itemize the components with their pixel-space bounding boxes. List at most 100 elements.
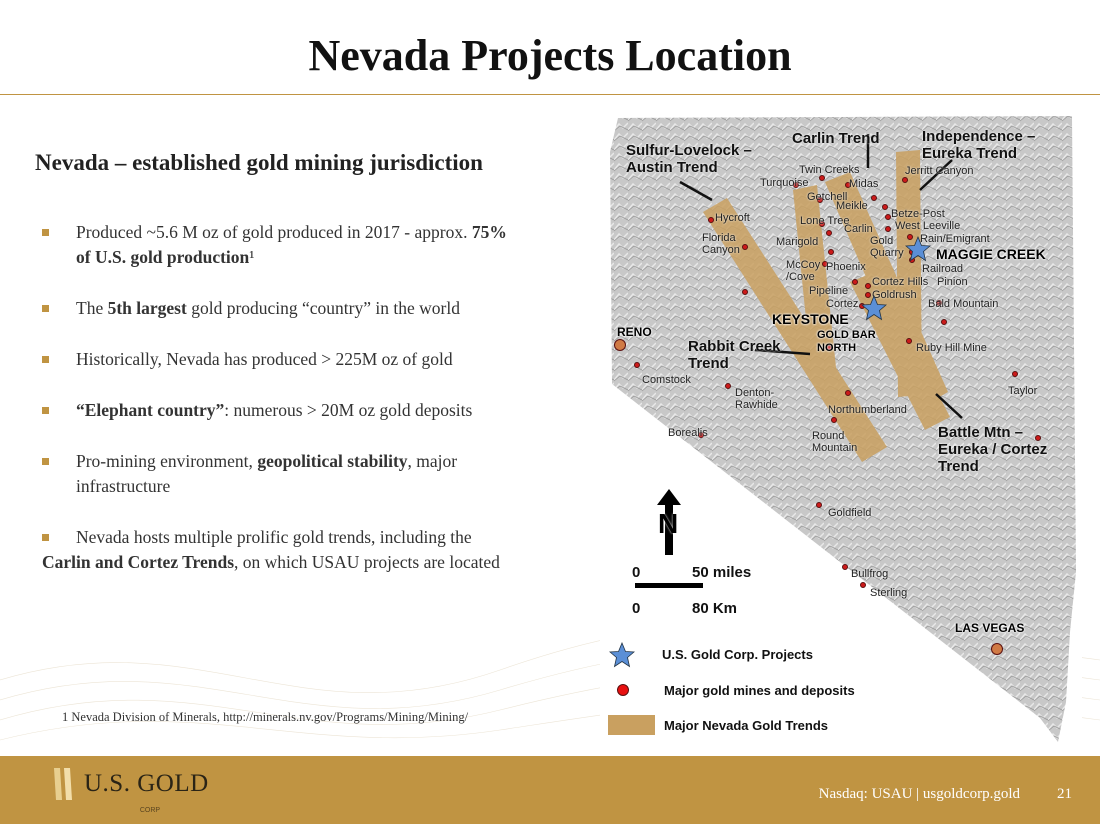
mine-label: Ruby Hill Mine [916, 342, 987, 354]
mine-marker [1035, 435, 1041, 441]
city-marker [614, 339, 626, 351]
mine-marker [826, 230, 832, 236]
mine-label: Bullfrog [851, 568, 889, 580]
mine-marker [828, 249, 834, 255]
mine-marker [742, 289, 748, 295]
mine-marker [865, 292, 871, 298]
title-divider [0, 94, 1100, 95]
bullet-marker [42, 407, 49, 414]
logo-subtext: CORP [139, 807, 161, 814]
mine-label: GOLD BAR NORTH [817, 329, 876, 354]
leader-line [935, 393, 963, 419]
mine-marker [865, 283, 871, 289]
logo-bars-icon [54, 768, 72, 800]
mine-label: Getchell [807, 191, 848, 203]
mine-label: Denton-Rawhide [735, 387, 778, 411]
bullet-text-end: ¹ [249, 247, 255, 267]
bullet-item: Produced ~5.6 M oz of gold produced in 2… [42, 220, 522, 270]
bullet-emphasis: 75% of U.S. gold production [76, 222, 507, 267]
legend-label: Major Nevada Gold Trends [664, 718, 828, 733]
project-label-keystone: KEYSTONE [772, 311, 849, 327]
bullet-emphasis: geopolitical stability [257, 451, 408, 471]
legend-trend-swatch [608, 715, 655, 735]
city-label-reno: RENO [617, 325, 652, 339]
bullet-item: Pro-mining environment, geopolitical sta… [42, 449, 522, 499]
mine-label: Hycroft [715, 212, 750, 224]
bullet-text: The [76, 298, 108, 318]
footer-bar: U.S. GOLD CORP Nasdaq: USAU | usgoldcorp… [0, 756, 1100, 824]
mine-label: Lone Tree [800, 215, 850, 227]
map-graphic [610, 116, 1076, 742]
mine-marker [902, 177, 908, 183]
mine-label: Betze-Post [891, 208, 945, 220]
trend-label: Carlin Trend [792, 130, 880, 147]
bullet-text: Pro-mining environment, [76, 451, 258, 471]
mine-label: West Leeville [895, 220, 961, 232]
bullet-emphasis: Carlin and Cortez Trends [42, 552, 235, 572]
mine-label: Goldfield [828, 507, 872, 519]
trend-label: Battle Mtn – Eureka / Cortez Trend [938, 424, 1048, 475]
legend-mine-icon [617, 684, 629, 696]
section-heading: Nevada – established gold mining jurisdi… [35, 150, 483, 175]
mine-marker [793, 182, 799, 188]
mine-marker [826, 345, 832, 351]
mine-marker [852, 279, 858, 285]
mine-marker [831, 417, 837, 423]
mine-marker [871, 195, 877, 201]
mine-marker [860, 582, 866, 588]
mine-marker [936, 300, 942, 306]
mine-marker [634, 362, 640, 368]
mine-label: Pinion [937, 276, 968, 288]
mine-marker [819, 175, 825, 181]
page-number: 21 [1057, 786, 1072, 802]
mine-label: Midas [849, 178, 879, 190]
mine-marker [842, 564, 848, 570]
mine-label: Twin Creeks [799, 164, 860, 176]
mine-label: Gold Quarry [870, 235, 904, 259]
mine-marker [819, 221, 825, 227]
company-logo: U.S. GOLD [52, 766, 209, 802]
bullet-text-end: : numerous > 20M oz gold deposits [224, 400, 473, 420]
mine-marker [708, 217, 714, 223]
mine-marker [725, 383, 731, 389]
mine-label: Carlin [844, 223, 873, 235]
bullet-item: The 5th largest gold producing “country”… [42, 296, 522, 321]
trend-band-rabbit-creek [793, 185, 837, 379]
trend-label: Rabbit Creek Trend [688, 338, 781, 372]
mine-label: Bald Mountain [928, 298, 999, 310]
mine-label: Northumberland [828, 404, 907, 416]
mine-marker [822, 261, 828, 267]
trend-label: Independence – Eureka Trend [922, 128, 1036, 162]
bullet-text: Nevada hosts multiple prolific gold tren… [76, 527, 472, 547]
mine-label: Cortez [826, 298, 859, 310]
bullet-emphasis: 5th largest [107, 298, 187, 318]
mine-label: Marigold [776, 236, 819, 248]
keystone-star-icon[interactable] [860, 294, 888, 321]
bullet-marker [42, 229, 49, 236]
mine-label: Taylor [1008, 385, 1038, 397]
bullet-text: Historically, Nevada has produced > 225M… [76, 349, 453, 369]
maggie-creek-star-icon[interactable] [904, 235, 932, 262]
mine-label: Comstock [642, 374, 691, 386]
bullet-item: Nevada hosts multiple prolific gold tren… [42, 525, 522, 575]
mine-label: Goldrush [872, 289, 917, 301]
legend-star-icon[interactable] [608, 641, 636, 668]
mine-label: Railroad [922, 263, 963, 275]
leader-line [679, 180, 713, 202]
mine-marker [817, 197, 823, 203]
bullet-list: Produced ~5.6 M oz of gold produced in 2… [42, 220, 522, 601]
nevada-map: Sulfur-Lovelock – Austin Trend Carlin Tre… [600, 112, 1082, 748]
mine-marker [885, 214, 891, 220]
mine-label: Round Mountain [812, 430, 858, 454]
scale-label: 0 [632, 600, 641, 617]
mine-marker [845, 182, 851, 188]
mine-label: Borealis [668, 427, 708, 439]
bullet-text-end: gold producing “country” in the world [186, 298, 460, 318]
bullet-item: “Elephant country”: numerous > 20M oz go… [42, 398, 522, 423]
mine-marker [906, 338, 912, 344]
bullet-marker [42, 356, 49, 363]
bullet-marker [42, 458, 49, 465]
bullet-text: Produced ~5.6 M oz of gold produced in 2… [76, 222, 472, 242]
bullet-emphasis: “Elephant country” [76, 400, 225, 420]
mine-marker [885, 226, 891, 232]
